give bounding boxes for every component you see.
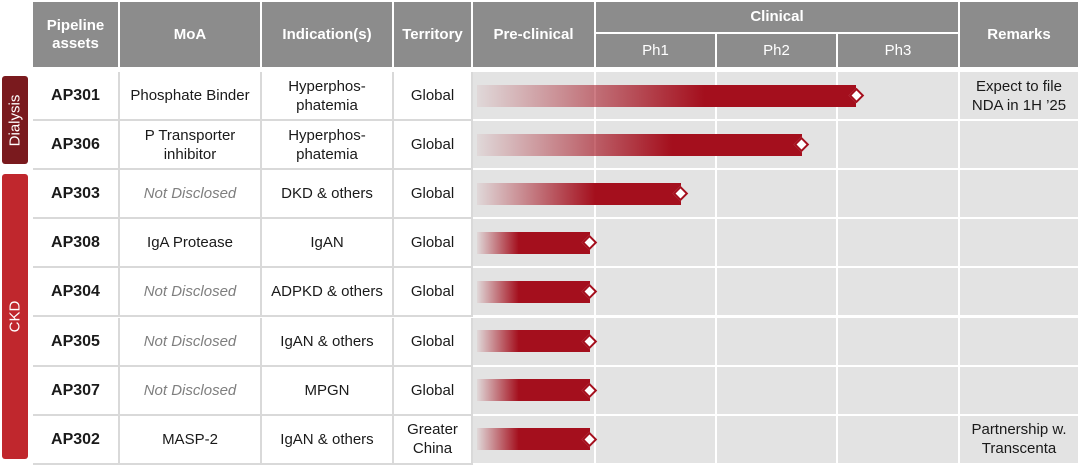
territory-cell: Global	[394, 366, 473, 416]
phase-bg-cell	[717, 366, 836, 414]
moa-cell: Not Disclosed	[120, 366, 262, 416]
indication-cell: ADPKD & others	[262, 268, 394, 318]
asset-cell: AP305	[33, 317, 120, 367]
progress-bar	[477, 133, 802, 156]
territory-cell: Global	[394, 72, 473, 122]
progress-bar	[477, 280, 590, 303]
asset-cell: AP307	[33, 366, 120, 416]
remarks-cell	[960, 268, 1078, 316]
phase-bg-cell	[596, 219, 715, 267]
indication-cell: Hyperphos-phatemia	[262, 72, 394, 122]
remarks-cell	[960, 170, 1078, 218]
remarks-cell	[960, 219, 1078, 267]
phase-bg-cell	[717, 219, 836, 267]
phase-bg-cell	[838, 317, 958, 365]
progress-bar	[477, 330, 590, 353]
phase-bg-cell	[838, 268, 958, 316]
territory-cell: Global	[394, 170, 473, 220]
header-remarks: Remarks	[960, 2, 1078, 67]
moa-cell: Not Disclosed	[120, 170, 262, 220]
territory-cell: Global	[394, 268, 473, 318]
header-phase-ph3: Ph3	[838, 34, 958, 67]
indication-cell: MPGN	[262, 366, 394, 416]
progress-bar	[477, 84, 857, 107]
phase-bg-cell	[838, 170, 958, 218]
group-label-ckd: CKD	[2, 174, 28, 459]
group-label-text: CKD	[6, 300, 24, 333]
phase-bg-cell	[838, 415, 958, 463]
header-territory: Territory	[394, 2, 471, 67]
asset-cell: AP308	[33, 219, 120, 269]
indication-cell: Hyperphos-phatemia	[262, 121, 394, 171]
asset-cell: AP302	[33, 415, 120, 465]
territory-cell: Global	[394, 121, 473, 171]
remarks-cell	[960, 317, 1078, 365]
header-indications: Indication(s)	[262, 2, 392, 67]
phase-bg-cell	[717, 317, 836, 365]
moa-cell: P Transporter inhibitor	[120, 121, 262, 171]
indication-cell: IgAN	[262, 219, 394, 269]
header-phase-ph2: Ph2	[717, 34, 836, 67]
phase-bg-cell	[717, 415, 836, 463]
remarks-cell: Partnership w. Transcenta	[960, 415, 1078, 463]
asset-cell: AP306	[33, 121, 120, 171]
indication-cell: IgAN & others	[262, 317, 394, 367]
phase-bg-cell	[596, 366, 715, 414]
progress-bar	[477, 428, 590, 451]
header-phase-ph1: Ph1	[596, 34, 715, 67]
phase-bg-cell	[717, 170, 836, 218]
header-clinical: Clinical	[596, 2, 958, 32]
territory-cell: Global	[394, 219, 473, 269]
header-pre-clinical: Pre-clinical	[473, 2, 594, 67]
progress-bar	[477, 379, 590, 402]
phase-bg-cell	[838, 366, 958, 414]
remarks-cell: Expect to file NDA in 1H ’25	[960, 72, 1078, 120]
group-label-dialysis: Dialysis	[2, 76, 28, 165]
moa-cell: IgA Protease	[120, 219, 262, 269]
phase-bg-cell	[596, 317, 715, 365]
moa-cell: MASP-2	[120, 415, 262, 465]
moa-cell: Not Disclosed	[120, 317, 262, 367]
header-moa: MoA	[120, 2, 260, 67]
asset-cell: AP303	[33, 170, 120, 220]
territory-cell: Global	[394, 317, 473, 367]
indication-cell: DKD & others	[262, 170, 394, 220]
remarks-cell	[960, 366, 1078, 414]
header-pipeline-assets: Pipeline assets	[33, 2, 118, 67]
progress-bar	[477, 231, 590, 254]
indication-cell: IgAN & others	[262, 415, 394, 465]
phase-bg-cell	[838, 121, 958, 169]
group-label-text: Dialysis	[6, 94, 24, 146]
moa-cell: Not Disclosed	[120, 268, 262, 318]
phase-bg-cell	[596, 268, 715, 316]
territory-cell: Greater China	[394, 415, 473, 465]
asset-cell: AP304	[33, 268, 120, 318]
moa-cell: Phosphate Binder	[120, 72, 262, 122]
asset-cell: AP301	[33, 72, 120, 122]
phase-bg-cell	[596, 415, 715, 463]
progress-bar	[477, 182, 681, 205]
phase-bg-cell	[717, 268, 836, 316]
remarks-cell	[960, 121, 1078, 169]
phase-bg-cell	[838, 219, 958, 267]
